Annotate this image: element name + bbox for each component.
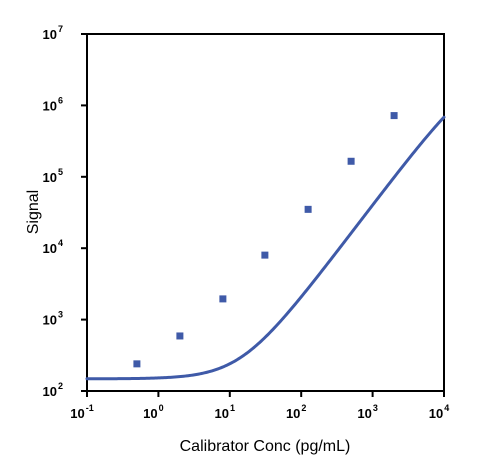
axis-ticks-layer: 10-1 100 101 102 103 104 102 103 104 105 106 107 — [43, 24, 450, 421]
x-tick-label: 100 — [143, 403, 163, 421]
fit-curve-line — [85, 115, 446, 381]
y-tick-label: 107 — [43, 24, 63, 42]
plot-area — [86, 33, 445, 392]
data-point — [347, 157, 355, 165]
y-tick-label: 102 — [43, 381, 63, 399]
data-point — [176, 332, 184, 340]
x-tick-label: 102 — [286, 403, 306, 421]
y-tick-label: 105 — [43, 167, 63, 185]
y-tick-label: 104 — [43, 238, 63, 256]
data-point — [261, 251, 269, 259]
data-points-layer — [133, 112, 398, 368]
x-axis-title: Calibrator Conc (pg/mL) — [180, 438, 351, 455]
data-point — [219, 295, 227, 303]
x-tick-label: 10-1 — [70, 403, 93, 421]
y-tick-label: 106 — [43, 95, 63, 113]
fit-curve-layer — [85, 115, 446, 381]
data-point — [390, 112, 398, 120]
x-tick-label: 103 — [357, 403, 377, 421]
data-point — [133, 360, 141, 368]
y-tick-label: 103 — [43, 310, 63, 328]
plot-frame — [86, 33, 445, 392]
x-tick-label: 104 — [429, 403, 449, 421]
y-axis-title: Signal — [25, 190, 42, 234]
data-point — [304, 205, 312, 213]
x-tick-label: 101 — [215, 403, 235, 421]
